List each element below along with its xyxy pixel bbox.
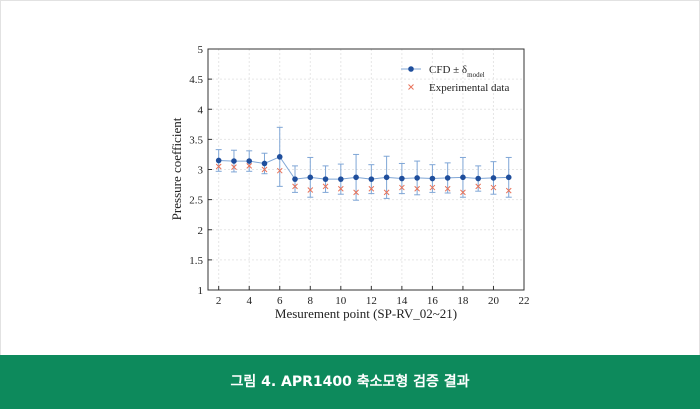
x-tick-label: 14 <box>396 295 408 307</box>
experimental-marker <box>490 184 497 191</box>
cfd-marker <box>353 174 359 181</box>
cfd-marker <box>414 175 420 181</box>
cfd-marker <box>276 154 283 160</box>
cfd-marker <box>261 160 268 167</box>
legend-label-subscript: model <box>467 71 485 79</box>
experimental-marker <box>322 183 329 190</box>
cfd-marker <box>338 176 344 182</box>
experimental-marker <box>215 163 222 170</box>
experimental-marker <box>231 164 237 170</box>
experimental-marker <box>444 185 451 192</box>
cfd-marker <box>246 158 253 164</box>
y-tick-label: 4 <box>198 104 204 116</box>
cfd-marker <box>460 174 466 181</box>
y-tick-label: 3 <box>198 165 204 177</box>
experimental-marker <box>353 189 359 196</box>
experimental-marker <box>337 185 344 192</box>
y-tick-label: 3.5 <box>189 134 203 146</box>
cfd-marker <box>322 176 329 182</box>
legend-label: CFD ± δmodel <box>429 64 485 79</box>
experimental-marker <box>246 163 253 169</box>
experimental-marker <box>261 166 268 173</box>
cfd-marker <box>292 176 298 182</box>
x-tick-label: 20 <box>488 295 500 307</box>
legend-label: Experimental data <box>429 82 509 94</box>
legend-marker <box>408 66 414 72</box>
x-tick-label: 18 <box>457 295 469 307</box>
y-axis-label: Pressure coefficient <box>169 117 184 220</box>
y-tick-label: 2 <box>198 225 204 237</box>
figure-card: Mesurement point (SP-RV_02~21) Pressure … <box>0 0 700 356</box>
experimental-marker <box>383 189 390 196</box>
cfd-marker <box>368 176 375 182</box>
chart: Mesurement point (SP-RV_02~21) Pressure … <box>169 44 530 321</box>
x-tick-label: 12 <box>366 295 377 307</box>
cfd-marker <box>444 175 451 181</box>
y-tick-label: 1.5 <box>189 255 203 267</box>
experimental-marker <box>292 183 298 190</box>
y-tick-label: 4.5 <box>189 74 203 86</box>
x-tick-label: 4 <box>246 295 252 307</box>
experimental-marker <box>276 167 283 174</box>
experimental-marker <box>475 183 482 190</box>
x-tick-label: 22 <box>519 295 530 307</box>
cfd-marker <box>505 174 512 181</box>
x-tick-label: 16 <box>427 295 439 307</box>
x-tick-label: 8 <box>308 295 314 307</box>
legend-label-main: CFD ± δ <box>429 64 467 76</box>
x-tick-label: 2 <box>216 295 222 307</box>
experimental-marker <box>307 187 314 193</box>
experimental-marker <box>399 184 405 191</box>
cfd-marker <box>215 157 222 164</box>
legend-marker <box>408 84 414 90</box>
x-tick-label: 6 <box>277 295 283 307</box>
cfd-marker <box>475 175 482 182</box>
experimental-marker <box>460 189 466 196</box>
experimental-marker <box>429 184 436 191</box>
x-axis-label: Mesurement point (SP-RV_02~21) <box>275 306 457 321</box>
y-tick-label: 1 <box>198 285 204 297</box>
cfd-marker <box>429 175 436 182</box>
cfd-marker <box>490 175 497 181</box>
cfd-marker <box>231 158 237 164</box>
x-tick-label: 10 <box>335 295 347 307</box>
y-tick-label: 5 <box>198 44 204 56</box>
experimental-marker <box>505 187 512 194</box>
caption: 그림 4. APR1400 축소모형 검증 결과 <box>0 355 700 409</box>
cfd-marker <box>383 174 390 181</box>
cfd-marker <box>399 175 405 182</box>
plot-frame <box>207 48 525 291</box>
y-tick-label: 2.5 <box>189 195 203 207</box>
experimental-marker <box>414 185 420 192</box>
experimental-marker <box>368 185 375 192</box>
cfd-marker <box>307 174 314 181</box>
